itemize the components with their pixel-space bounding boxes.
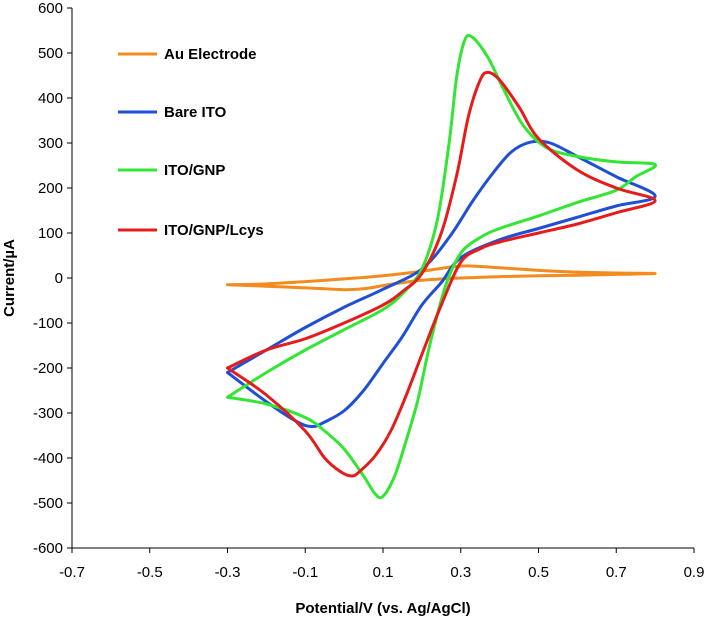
legend-label-ito-gnp: ITO/GNP: [164, 162, 225, 179]
y-tick-label: 200: [38, 180, 63, 197]
y-tick-label: 300: [38, 135, 63, 152]
axes: [71, 8, 694, 549]
y-axis-title: Current/µA: [1, 239, 18, 317]
x-tick-label: 0.3: [450, 564, 471, 581]
y-tick-label: -600: [33, 540, 63, 557]
legend-label-bare-ito: Bare ITO: [164, 104, 227, 121]
y-tick-label: 500: [38, 45, 63, 62]
y-tick-label: -500: [33, 495, 63, 512]
y-tick-label: 0: [55, 270, 63, 287]
y-tick-label: -300: [33, 405, 63, 422]
y-tick-label: -100: [33, 315, 63, 332]
series-line-ito-gnp: [226, 33, 657, 500]
y-tick-label: 100: [38, 225, 63, 242]
x-tick-label: -0.5: [137, 564, 163, 581]
y-tick-label: 400: [38, 90, 63, 107]
x-tick-label: 0.7: [606, 564, 627, 581]
legend: Au Electrode Bare ITO ITO/GNP ITO/GNP/Lcys: [118, 46, 264, 239]
y-tick-label: -400: [33, 450, 63, 467]
y-tick-label: 600: [38, 0, 63, 17]
x-tick-label: 0.1: [373, 564, 394, 581]
legend-label-ito-gnp-lcys: ITO/GNP/Lcys: [164, 222, 264, 239]
x-axis-title: Potential/V (vs. Ag/AgCl): [295, 600, 470, 617]
plot-lines: [226, 33, 657, 500]
series-line-ito-gnp-lcys: [226, 70, 657, 478]
series-line-au-electrode: [226, 264, 657, 292]
ticks: -600 -500 -400 -300 -200 -100 0 100 200 300 400 500…: [33, 0, 704, 581]
x-tick-label: -0.1: [292, 564, 318, 581]
x-tick-label: 0.9: [684, 564, 705, 581]
x-tick-label: 0.5: [528, 564, 549, 581]
x-tick-label: -0.7: [59, 564, 85, 581]
x-tick-label: -0.3: [215, 564, 241, 581]
legend-label-au-electrode: Au Electrode: [164, 46, 257, 63]
y-tick-label: -200: [33, 360, 63, 377]
